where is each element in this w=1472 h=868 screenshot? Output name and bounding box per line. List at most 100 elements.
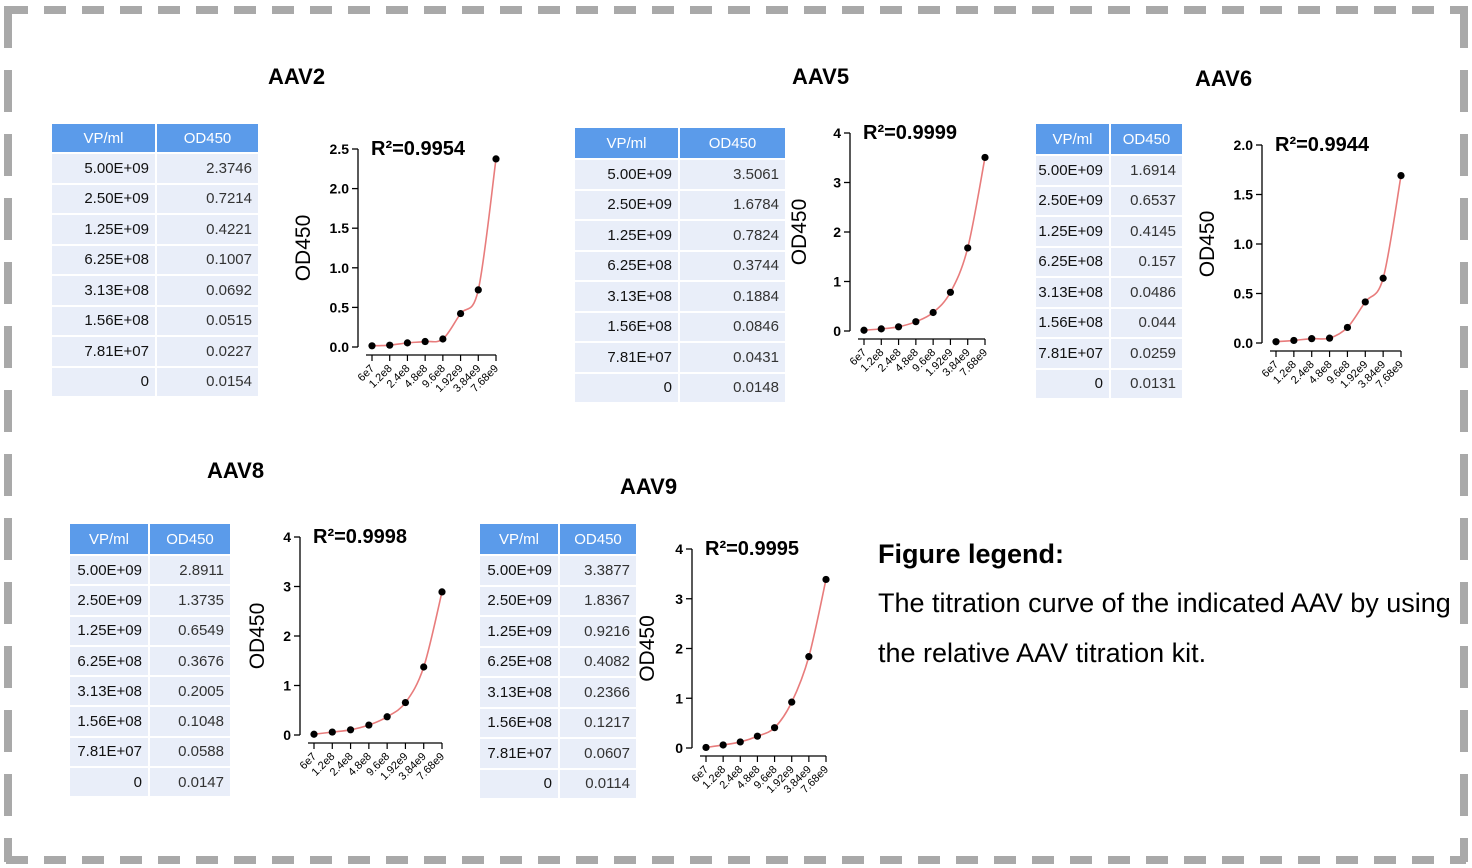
table-cell-od450: 0.0227	[156, 335, 258, 367]
table-row: 6.25E+08 0.3744	[575, 249, 785, 281]
x-tick-label: 3.84e9	[397, 751, 429, 783]
table-cell-od450: 0.0515	[156, 304, 258, 336]
data-point	[439, 335, 447, 343]
table-row: 1.56E+08 0.1048	[70, 705, 230, 737]
table-row: 1.25E+09 0.9216	[480, 615, 636, 647]
r-squared-label: R²=0.9944	[1275, 134, 1370, 156]
y-tick-label: 3	[833, 175, 841, 191]
table-cell-od450: 0.0154	[156, 365, 258, 396]
table-row: 1.25E+09 0.4221	[52, 213, 258, 245]
x-tick-label: 7.68e9	[469, 363, 501, 395]
table-cell-vp-ml: 1.25E+09	[1036, 215, 1111, 247]
x-tick-label: 6e7	[356, 363, 377, 384]
table-cell-od450: 1.8367	[559, 584, 636, 616]
panel-title-aav8: AAV8	[207, 458, 265, 483]
x-tick-label: 3.84e9	[1356, 359, 1388, 391]
x-tick-label: 7.68e9	[1374, 359, 1406, 391]
table-cell-vp-ml: 2.50E+09	[70, 584, 150, 616]
y-axis-title: OD450	[246, 603, 269, 670]
figure-legend-text: The titration curve of the indicated AAV…	[878, 588, 1451, 668]
table-row: 2.50E+09 1.8367	[480, 584, 636, 616]
y-tick-label: 2.5	[330, 141, 350, 157]
table-cell-od450: 2.3746	[156, 152, 258, 184]
table-cell-vp-ml: 1.25E+09	[52, 213, 157, 245]
table-cell-od450: 0.6537	[1110, 184, 1182, 216]
table-row: 3.13E+08 0.1884	[575, 280, 785, 312]
x-tick-label: 2.4e8	[328, 751, 356, 779]
table-row: 6.25E+08 0.1007	[52, 243, 258, 275]
table-header-vp-ml: VP/ml	[1036, 124, 1111, 155]
y-tick-label: 0	[675, 740, 683, 756]
table-cell-vp-ml: 5.00E+09	[575, 158, 680, 190]
data-point	[1343, 323, 1352, 332]
table-row: 1.56E+08 0.0846	[575, 310, 785, 342]
r-squared-label: R²=0.9998	[313, 526, 407, 548]
table-cell-od450: 3.3877	[559, 554, 636, 586]
table-cell-od450: 0.1007	[156, 243, 258, 275]
table-row: 1.56E+08 0.044	[1036, 306, 1182, 338]
data-point	[474, 286, 482, 294]
panel-title-aav2: AAV2	[268, 64, 326, 89]
table-cell-vp-ml: 2.50E+09	[1036, 184, 1111, 216]
table-row: 2.50E+09 0.7214	[52, 182, 258, 214]
data-point	[365, 721, 373, 729]
table-cell-vp-ml: 2.50E+09	[52, 182, 157, 214]
table-header-vp-ml: VP/ml	[70, 524, 150, 555]
data-point	[1308, 335, 1316, 343]
x-tick-label: 9.6e8	[752, 764, 780, 792]
y-tick-label: 1.0	[1234, 236, 1254, 252]
table-cell-od450: 1.3735	[149, 584, 230, 616]
x-tick-label: 2.4e8	[385, 363, 413, 391]
table-cell-vp-ml: 3.13E+08	[1036, 276, 1111, 308]
table-cell-vp-ml: 1.56E+08	[70, 705, 150, 737]
table-cell-vp-ml: 1.56E+08	[575, 310, 680, 342]
table-cell-vp-ml: 1.56E+08	[1036, 306, 1111, 338]
data-point	[946, 288, 955, 296]
y-tick-label: 0.0	[1234, 335, 1254, 351]
table-cell-vp-ml: 0	[480, 767, 560, 798]
data-point	[805, 653, 813, 661]
x-tick-label: 1.92e9	[765, 764, 797, 796]
table-cell-vp-ml: 1.56E+08	[52, 304, 157, 336]
data-point	[702, 743, 710, 752]
y-tick-label: 1.5	[330, 220, 350, 236]
table-cell-vp-ml: 5.00E+09	[52, 152, 157, 184]
table-cell-od450: 0.4221	[156, 213, 258, 245]
x-tick-label: 1.2e8	[309, 751, 337, 779]
data-point	[1379, 274, 1387, 282]
y-tick-label: 3	[283, 579, 291, 595]
data-table-aav8: VP/ml OD450 5.00E+09 2.8911 2.50E+09 1.3735 1.…	[70, 524, 230, 797]
table-cell-od450: 0.1048	[149, 705, 230, 737]
table-header-od450: OD450	[1110, 124, 1182, 155]
table-cell-vp-ml: 5.00E+09	[480, 554, 560, 586]
data-point	[964, 244, 972, 252]
table-cell-vp-ml: 6.25E+08	[1036, 245, 1111, 277]
data-point	[788, 698, 796, 706]
data-point	[1325, 334, 1334, 342]
table-row: 7.81E+07 0.0607	[480, 737, 636, 769]
table-cell-vp-ml: 0	[52, 365, 157, 396]
table-cell-od450: 1.6784	[679, 188, 785, 220]
x-tick-label: 6e7	[1260, 359, 1281, 380]
data-table-aav9: VP/ml OD450 5.00E+09 3.3877 2.50E+09 1.8367 1.…	[480, 524, 636, 798]
data-point	[770, 724, 779, 732]
data-point	[328, 728, 336, 736]
x-tick-label: 4.8e8	[735, 764, 763, 792]
data-point	[403, 339, 412, 347]
table-row: 1.56E+08 0.0515	[52, 304, 258, 336]
data-point	[401, 698, 410, 707]
y-axis-title: OD450	[1196, 211, 1219, 278]
table-row: 1.56E+08 0.1217	[480, 706, 636, 738]
table-cell-od450: 0.0114	[559, 767, 636, 798]
table-row: 5.00E+09 2.3746	[52, 152, 258, 184]
table-row: 2.50E+09 1.3735	[70, 584, 230, 616]
table-cell-od450: 0.3744	[679, 249, 785, 281]
table-cell-od450: 0.7824	[679, 219, 785, 251]
y-tick-label: 1	[833, 274, 841, 290]
table-cell-od450: 0.6549	[149, 614, 230, 646]
data-point	[420, 663, 428, 671]
x-tick-label: 4.8e8	[893, 347, 921, 375]
table-row: 7.81E+07 0.0588	[70, 735, 230, 768]
table-cell-od450: 0.4145	[1110, 215, 1182, 247]
table-cell-od450: 0.2366	[559, 676, 636, 708]
